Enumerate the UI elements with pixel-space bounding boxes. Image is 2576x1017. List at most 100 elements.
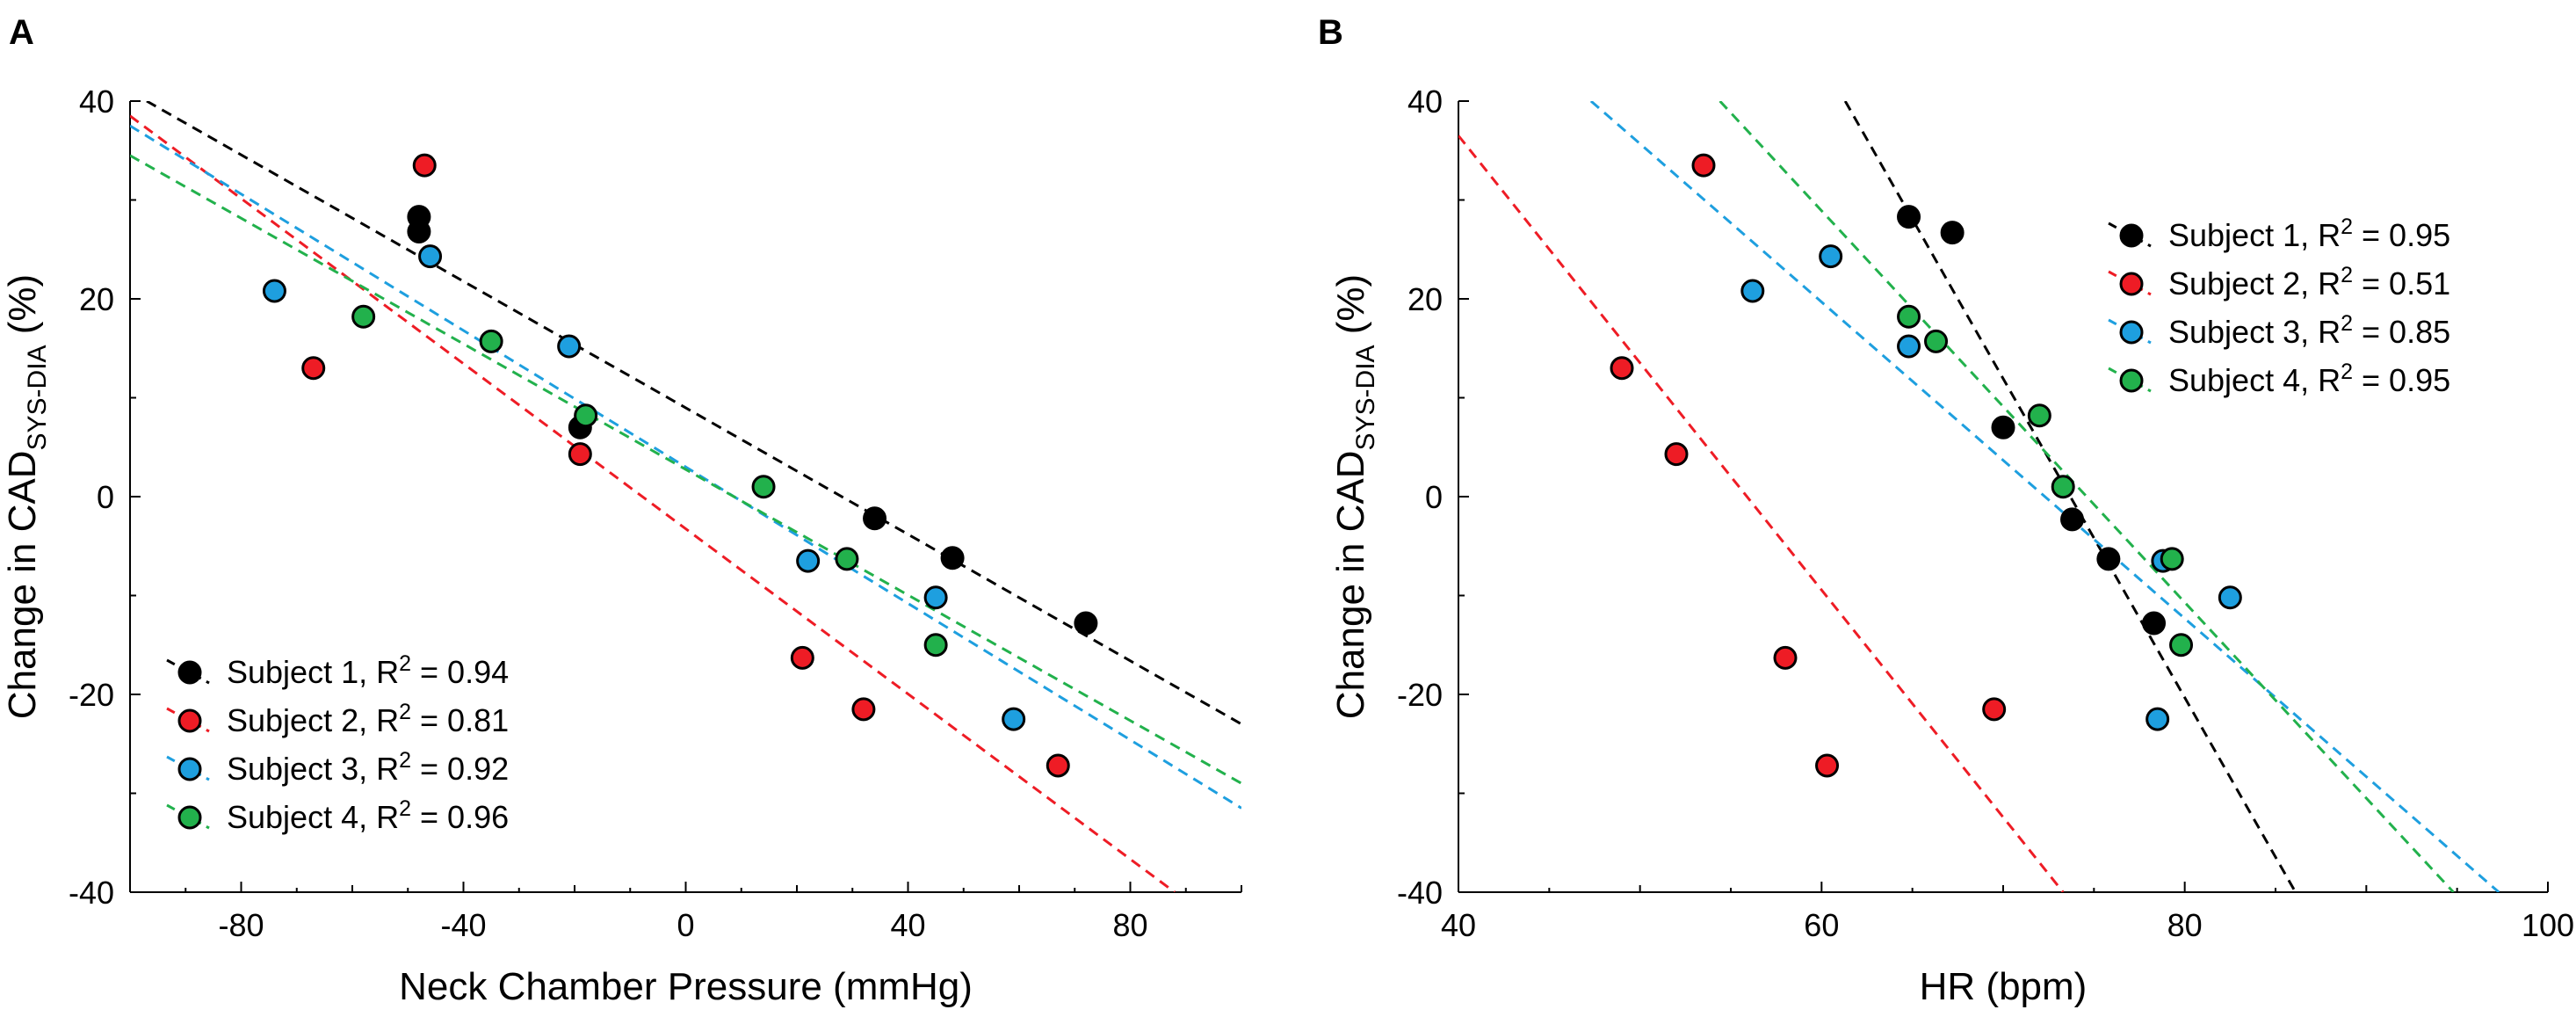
x-tick-label: 80 <box>1112 907 1147 943</box>
fit-line-2 <box>1458 134 2065 892</box>
legend-r: R <box>2318 362 2341 398</box>
y-tick-label: -20 <box>69 677 114 713</box>
panel-label: A <box>9 13 34 52</box>
x-axis-title: HR (bpm) <box>1920 965 2088 1008</box>
y-axis-title: Change in CADSYS-DIA (%) <box>1 274 52 719</box>
y-axis-title-subscript: SYS-DIA <box>1351 345 1380 450</box>
legend-r-superscript: 2 <box>399 748 411 773</box>
fit-line-4 <box>130 154 1241 785</box>
legend-name: Subject 3 <box>227 751 358 787</box>
legend-entry-subject-3: Subject 3, R2 = 0.92 <box>227 748 509 787</box>
legend-sep: , <box>358 702 376 738</box>
x-tick-label: 40 <box>1441 907 1476 943</box>
x-axis-title: Neck Chamber Pressure (mmHg) <box>399 965 973 1008</box>
y-tick-label: -40 <box>1397 875 1443 911</box>
data-point-subject-4 <box>479 329 503 353</box>
legend-r: R <box>376 654 399 690</box>
legend-name: Subject 3 <box>2168 314 2300 350</box>
legend-r2-value: = 0.51 <box>2353 265 2450 301</box>
data-point-subject-4 <box>2160 547 2184 571</box>
y-tick-label: 40 <box>1407 84 1443 120</box>
legend-r2-value: = 0.92 <box>411 751 509 787</box>
legend-entry-subject-3: Subject 3, R2 = 0.85 <box>2168 311 2450 350</box>
legend-marker-subject-4 <box>177 805 202 830</box>
legend-r-superscript: 2 <box>2341 360 2353 384</box>
legend-entry-subject-1: Subject 1, R2 = 0.95 <box>2168 214 2450 253</box>
data-point-subject-4 <box>1897 304 1921 329</box>
legend-r2-value: = 0.81 <box>411 702 509 738</box>
data-point-subject-2 <box>1982 697 2007 722</box>
data-point-subject-4 <box>351 304 376 329</box>
legend-sep: , <box>2300 362 2318 398</box>
data-point-subject-2 <box>1610 356 1634 381</box>
data-point-subject-4 <box>835 547 859 571</box>
y-axis-title-main: Change in CAD <box>1 450 44 719</box>
legend-sep: , <box>358 654 376 690</box>
data-point-subject-3 <box>1819 244 1843 269</box>
legend-line-subject-3 <box>166 755 210 781</box>
data-point-subject-1 <box>1897 205 1921 229</box>
panel-b: B -40 -20 0 20 40 40 60 80 100 HR (bpm) Change in C… <box>1318 13 2574 1008</box>
fit-line-2 <box>130 114 1176 892</box>
data-point-subject-3 <box>796 548 821 573</box>
data-point-subject-3 <box>2218 585 2242 610</box>
legend-r2-value: = 0.85 <box>2353 314 2450 350</box>
y-tick-label: 0 <box>97 479 114 515</box>
legend-name: Subject 1 <box>2168 217 2300 253</box>
data-point-subject-3 <box>557 334 582 359</box>
fit-line-3 <box>1589 101 2500 892</box>
x-tick-label: -80 <box>218 907 264 943</box>
legend-r2-value: = 0.95 <box>2353 362 2450 398</box>
data-point-subject-2 <box>1773 645 1798 670</box>
data-point-subject-3 <box>1002 707 1026 731</box>
data-point-subject-1 <box>1991 415 2015 439</box>
data-point-subject-1 <box>2142 611 2167 636</box>
legend-r-superscript: 2 <box>399 700 411 724</box>
legend-line-subject-4 <box>2108 367 2152 393</box>
panel-a: A -40 -20 0 20 40 -80 -40 0 40 80 Neck Chamber Pres… <box>1 13 1242 1008</box>
legend-name: Subject 4 <box>2168 362 2300 398</box>
legend-r: R <box>376 799 399 835</box>
data-point-subject-1 <box>863 506 887 531</box>
legend-r2-value: = 0.96 <box>411 799 509 835</box>
data-point-subject-1 <box>2096 547 2121 571</box>
legend-r: R <box>376 702 399 738</box>
y-tick-label: 20 <box>1407 281 1443 317</box>
legend-entry-subject-1: Subject 1, R2 = 0.94 <box>227 651 509 690</box>
data-point-subject-1 <box>407 220 431 243</box>
data-point-subject-1 <box>1074 611 1098 636</box>
x-tick-label: 60 <box>1804 907 1839 943</box>
y-axis-title-subscript: SYS-DIA <box>23 345 52 450</box>
legend-marker-subject-3 <box>2119 320 2144 345</box>
x-tick-label: 80 <box>2167 907 2203 943</box>
legend-r2-value: = 0.95 <box>2353 217 2450 253</box>
data-point-subject-2 <box>851 697 876 722</box>
legend-name: Subject 2 <box>2168 265 2300 301</box>
y-tick-label: 0 <box>1425 479 1443 515</box>
legend-r: R <box>2318 217 2341 253</box>
legend-marker-subject-1 <box>177 660 202 685</box>
data-point-subject-1 <box>940 546 965 570</box>
legend-r-superscript: 2 <box>2341 214 2353 239</box>
legend-r-superscript: 2 <box>399 651 411 676</box>
y-tick-label: 20 <box>79 281 114 317</box>
data-point-subject-4 <box>1924 329 1949 353</box>
panel-label: B <box>1318 13 1343 52</box>
data-point-subject-4 <box>2051 475 2075 499</box>
x-tick-label: 100 <box>2522 907 2574 943</box>
legend-name: Subject 1 <box>227 654 358 690</box>
y-axis-title: Change in CADSYS-DIA (%) <box>1329 274 1380 719</box>
legend-sep: , <box>2300 265 2318 301</box>
legend-sep: , <box>2300 217 2318 253</box>
legend-entry-subject-4: Subject 4, R2 = 0.96 <box>227 796 509 835</box>
data-point-subject-4 <box>574 403 598 428</box>
legend-name: Subject 2 <box>227 702 358 738</box>
data-point-subject-3 <box>2145 707 2170 731</box>
legend-marker-subject-2 <box>177 708 202 733</box>
legend-entry-subject-2: Subject 2, R2 = 0.81 <box>227 700 509 738</box>
legend-r: R <box>2318 265 2341 301</box>
legend-marker-subject-2 <box>2119 272 2144 296</box>
legend-r: R <box>376 751 399 787</box>
